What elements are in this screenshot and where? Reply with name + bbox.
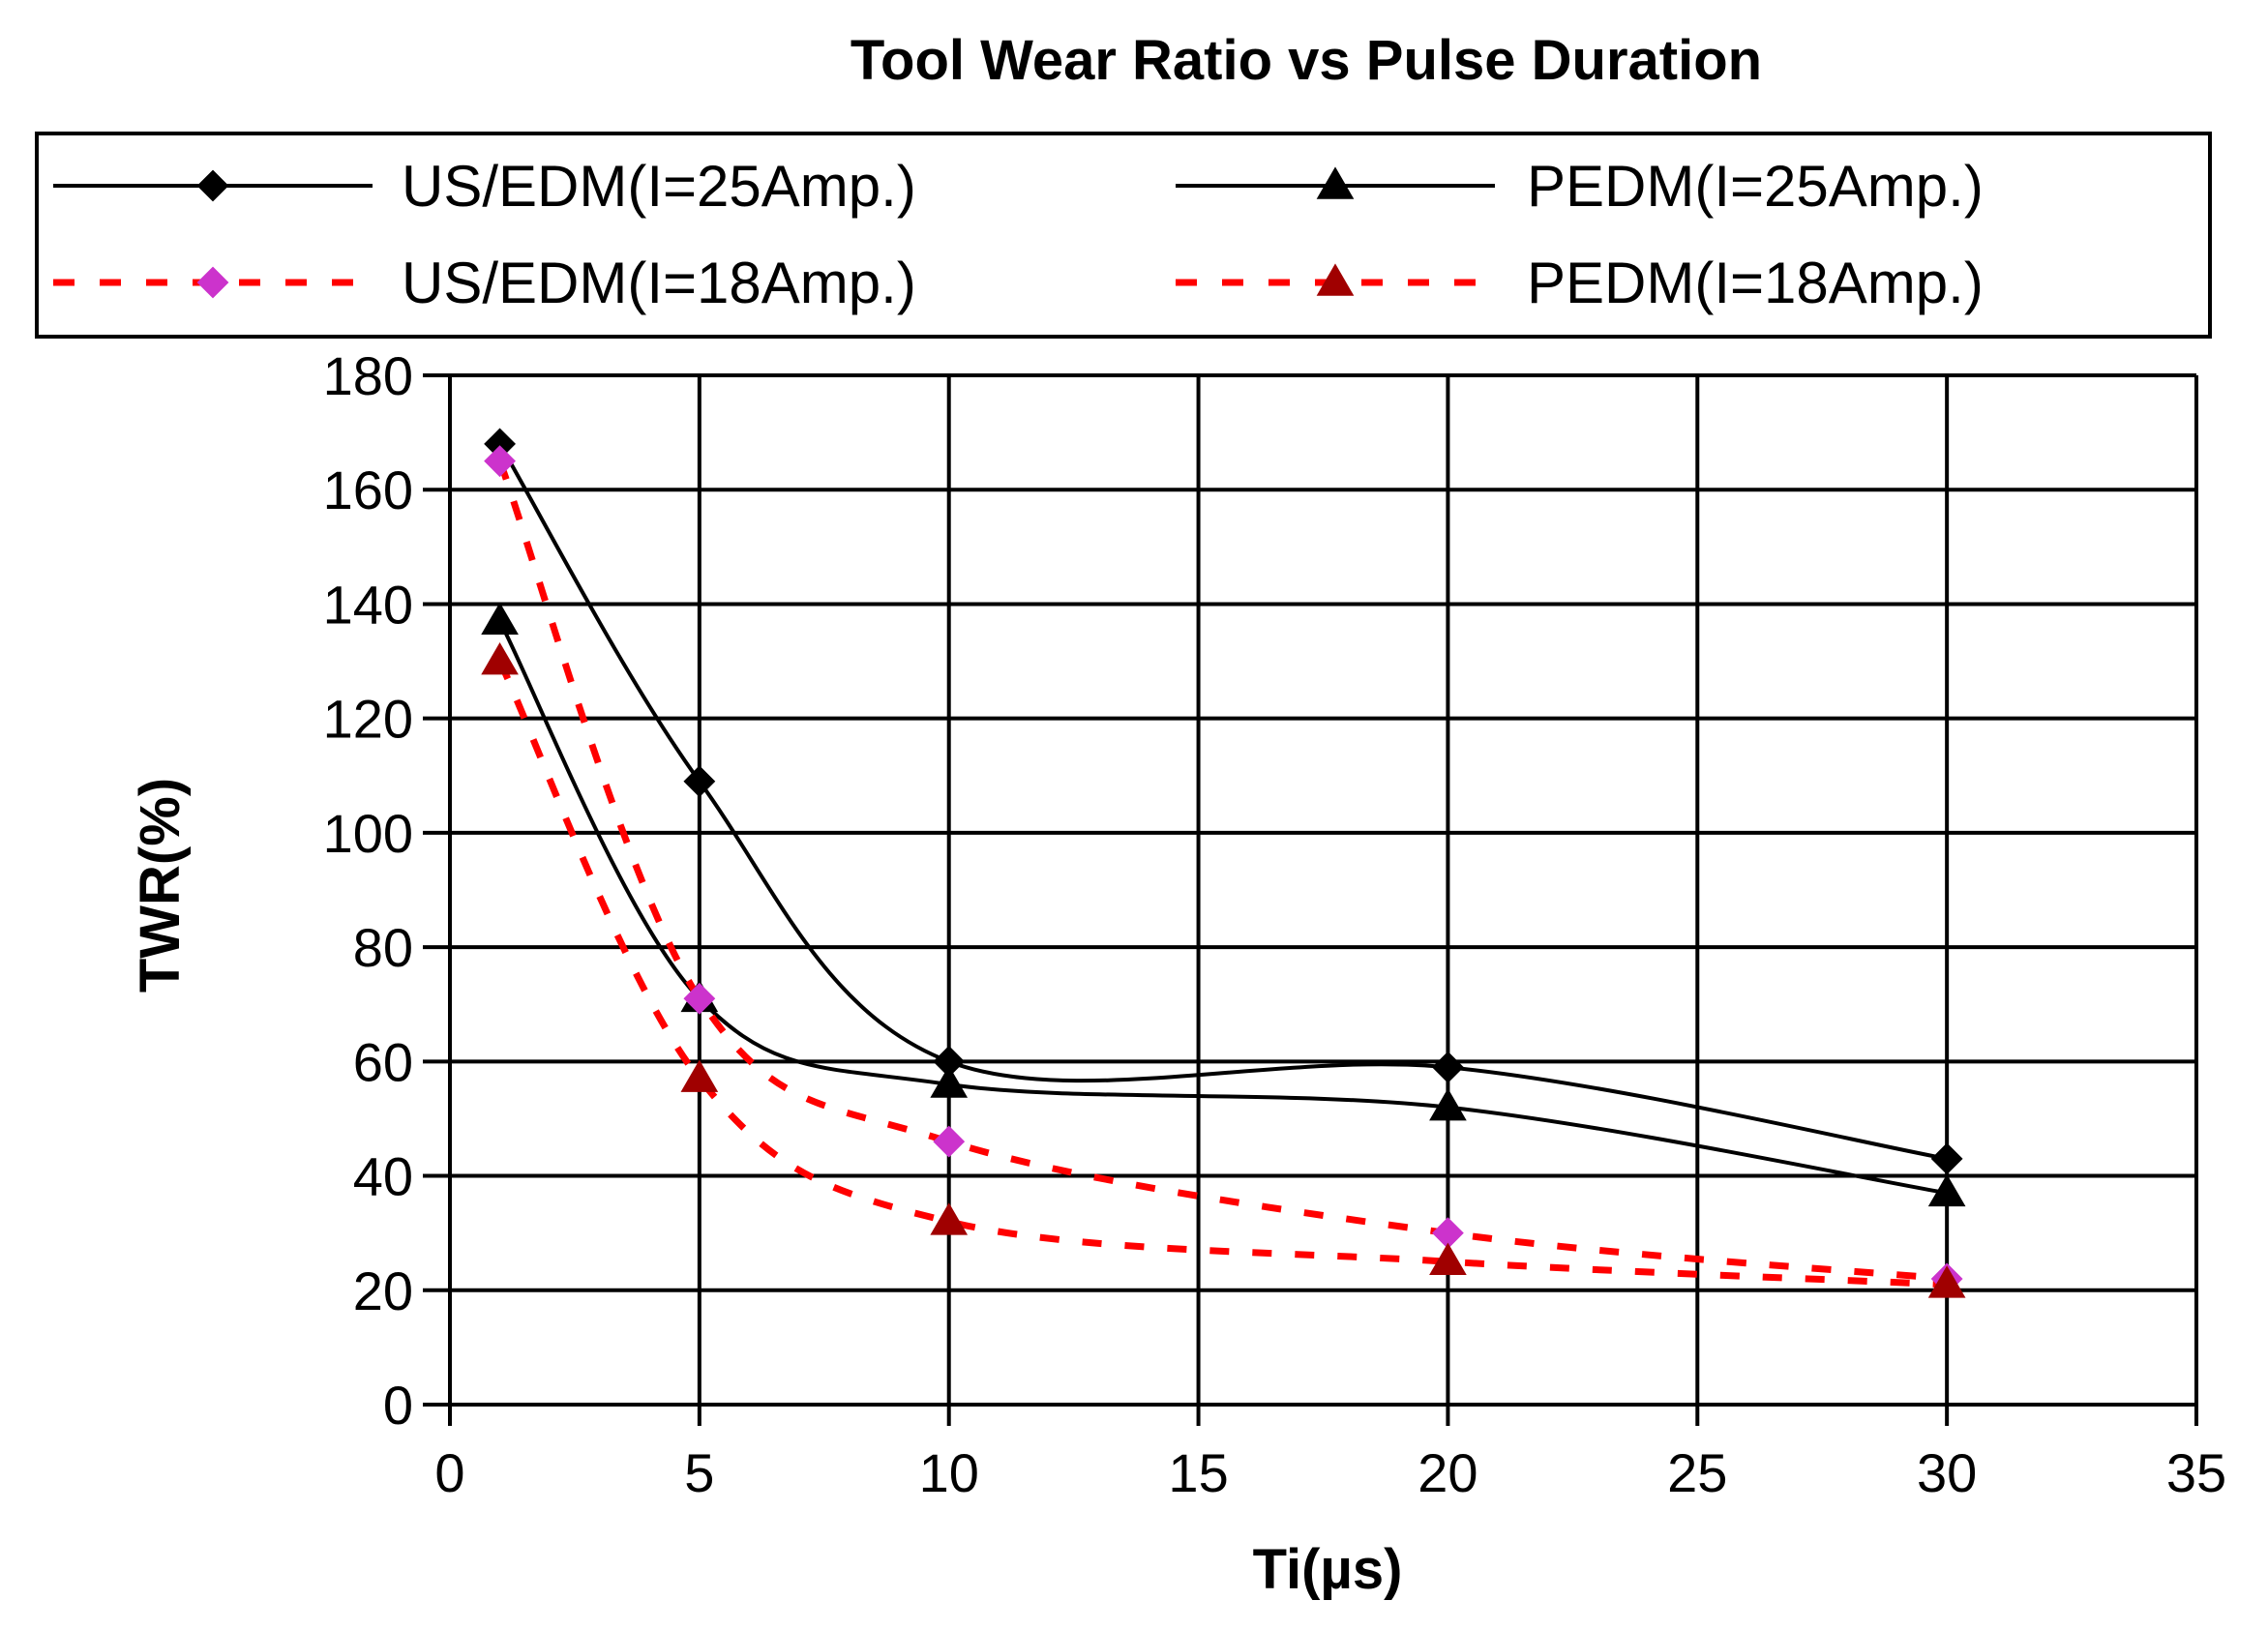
x-axis-label: Ti(µs): [1253, 1538, 1403, 1601]
legend-entry-1: US/EDM(I=25Amp.): [53, 154, 916, 219]
x-tick-label: 35: [2166, 1442, 2226, 1503]
y-tick-label: 20: [353, 1260, 413, 1321]
series-line-1: [497, 442, 1948, 1161]
data-point-series-1: [1432, 1051, 1464, 1083]
y-tick-label: 160: [323, 459, 413, 520]
data-point-series-2: [1429, 1088, 1467, 1121]
legend-label-4: PEDM(I=18Amp.): [1527, 251, 1984, 315]
x-tick-label: 0: [434, 1442, 464, 1503]
data-point-series-1: [1930, 1142, 1963, 1175]
legend-marker-3: [196, 266, 229, 299]
data-point-series-4: [680, 1059, 719, 1092]
data-point-series-4: [930, 1202, 969, 1235]
data-point-series-2: [1927, 1173, 1966, 1207]
data-point-series-2: [481, 602, 519, 635]
x-tick-label: 10: [919, 1442, 979, 1503]
legend: US/EDM(I=25Amp.) PEDM(I=25Amp.) US/EDM(I=1…: [35, 132, 2212, 339]
data-point-series-4: [1927, 1265, 1966, 1298]
y-tick-label: 60: [353, 1031, 413, 1092]
legend-label-1: US/EDM(I=25Amp.): [402, 154, 916, 219]
data-point-series-3: [933, 1125, 966, 1158]
chart-title: Tool Wear Ratio vs Pulse Duration: [850, 29, 1762, 92]
plot-area: 0 20 40 60 80 100 120 140 160 180 0 5 10 15 20 25 30 35: [323, 345, 2227, 1503]
legend-entry-2: PEDM(I=25Amp.): [1176, 154, 1984, 219]
x-tick-label: 25: [1667, 1442, 1727, 1503]
y-tick-label: 120: [323, 689, 413, 750]
data-point-series-3: [683, 982, 716, 1015]
series-line-4: [496, 660, 1948, 1289]
legend-entry-4: PEDM(I=18Amp.): [1176, 251, 1984, 315]
data-point-series-2: [930, 1065, 969, 1098]
series-line-3: [496, 459, 1948, 1283]
y-tick-label: 140: [323, 574, 413, 635]
y-axis-label: TWR(%): [129, 778, 192, 993]
x-tick-label: 5: [684, 1442, 714, 1503]
y-tick-label: 80: [353, 917, 413, 978]
y-tick-label: 180: [323, 345, 413, 406]
data-point-series-3: [484, 445, 516, 478]
y-tick-label: 100: [323, 803, 413, 864]
x-tick-label: 15: [1168, 1442, 1228, 1503]
legend-marker-1: [196, 169, 229, 202]
data-point-series-4: [1429, 1242, 1467, 1276]
x-tick-label: 20: [1418, 1442, 1477, 1503]
legend-box: [35, 132, 2212, 339]
y-tick-label: 0: [383, 1375, 413, 1436]
y-tick-label: 40: [353, 1146, 413, 1207]
series-line-2: [497, 620, 1948, 1196]
legend-marker-2: [1316, 166, 1355, 199]
x-tick-label: 30: [1917, 1442, 1977, 1503]
data-point-series-4: [481, 641, 519, 675]
legend-marker-4: [1316, 263, 1355, 296]
legend-label-2: PEDM(I=25Amp.): [1527, 154, 1984, 219]
legend-label-3: US/EDM(I=18Amp.): [402, 251, 916, 315]
legend-entry-3: US/EDM(I=18Amp.): [53, 251, 916, 315]
data-point-series-1: [683, 765, 716, 798]
